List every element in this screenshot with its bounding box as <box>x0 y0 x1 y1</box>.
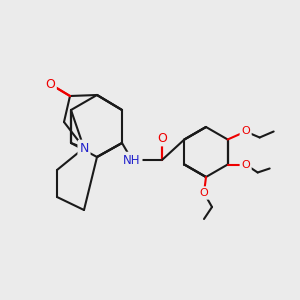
Text: O: O <box>45 77 55 91</box>
Text: N: N <box>79 142 89 154</box>
Text: O: O <box>157 131 167 145</box>
Text: NH: NH <box>123 154 141 166</box>
Text: O: O <box>241 160 250 170</box>
Text: O: O <box>241 127 250 136</box>
Text: O: O <box>200 188 208 198</box>
